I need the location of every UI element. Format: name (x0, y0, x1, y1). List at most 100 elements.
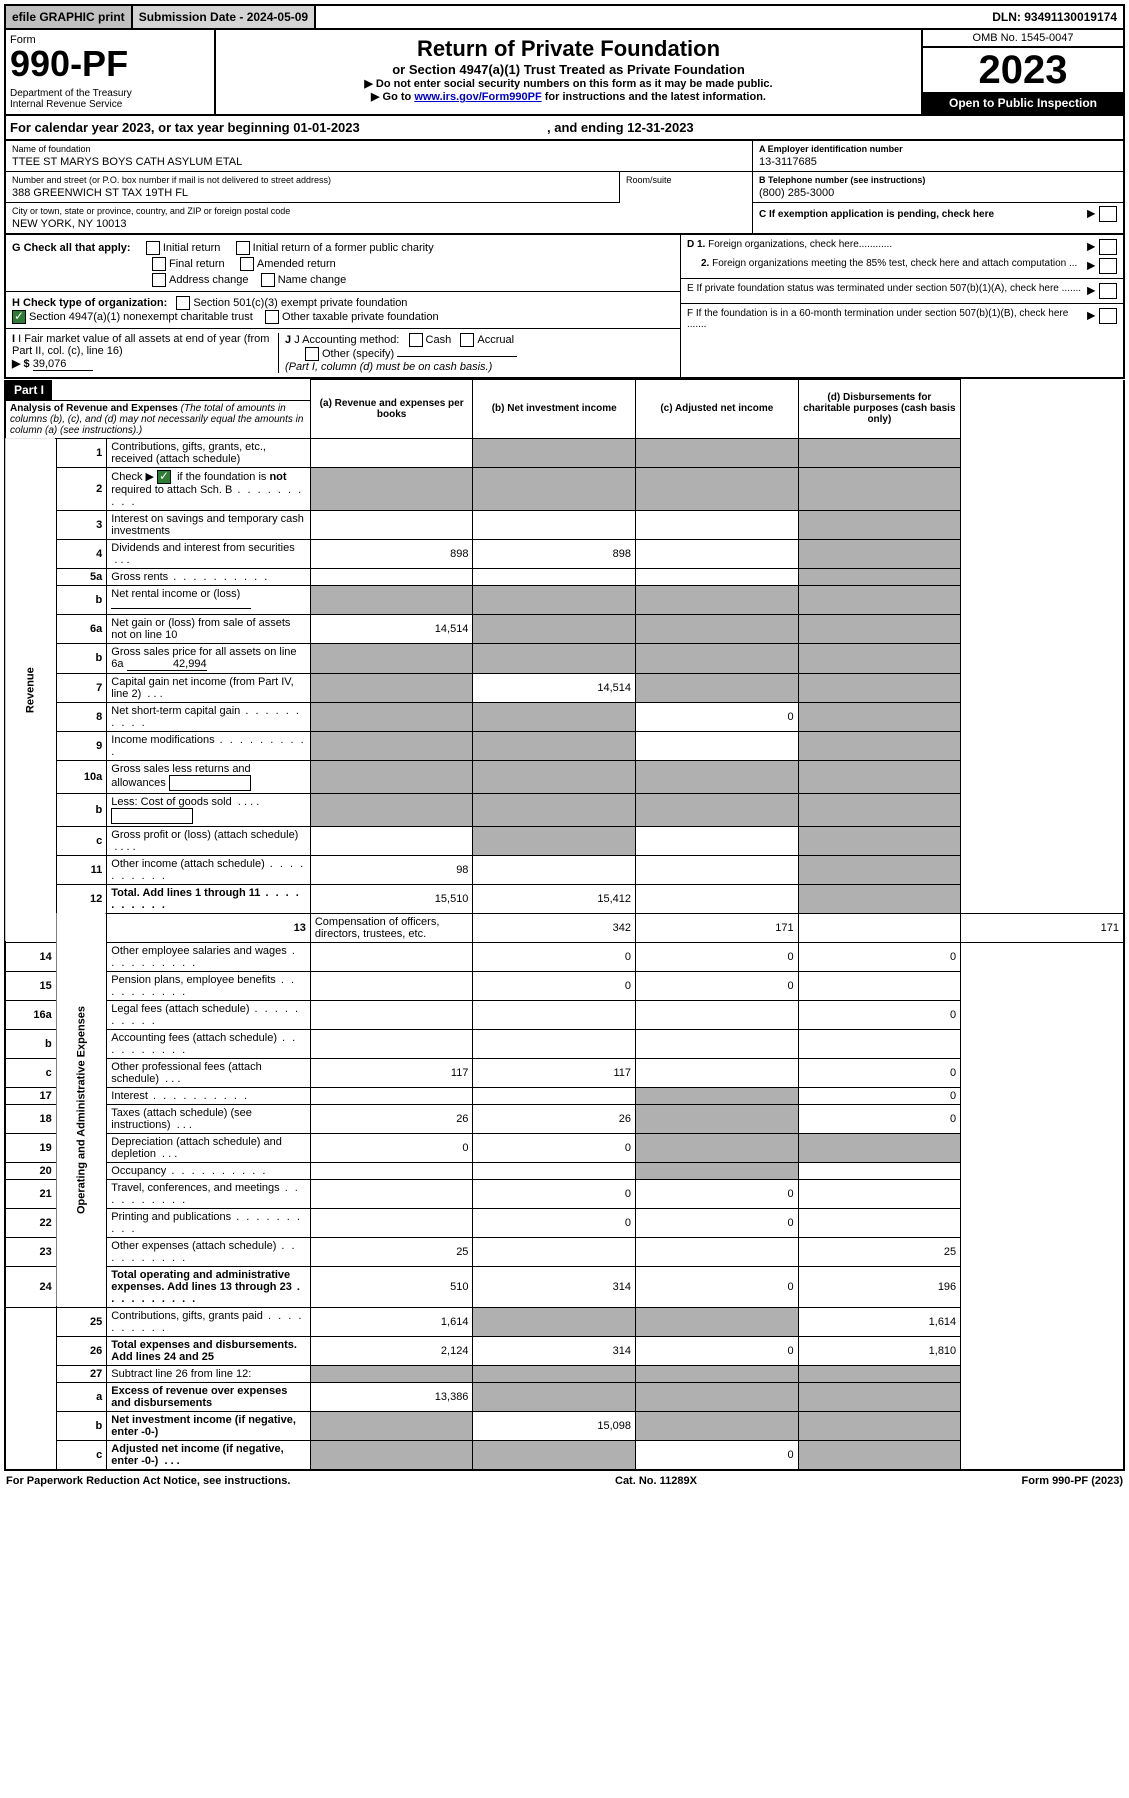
v4b: 898 (473, 539, 636, 568)
line-16b: Accounting fees (attach schedule) (107, 1029, 311, 1058)
cb-accrual[interactable] (460, 333, 474, 347)
ein-cell: A Employer identification number 13-3117… (753, 141, 1123, 172)
g-o2: Initial return of a former public charit… (253, 242, 434, 254)
form-header: Form 990-PF Department of the TreasuryIn… (4, 30, 1125, 116)
cb-f[interactable] (1099, 308, 1117, 324)
v7b: 14,514 (473, 673, 636, 702)
v27b: 15,098 (473, 1411, 636, 1440)
g-row: G Check all that apply: Initial return I… (12, 241, 674, 255)
part1-label: Part I (6, 380, 52, 400)
footer: For Paperwork Reduction Act Notice, see … (4, 1471, 1125, 1491)
line-27: Subtract line 26 from line 12: (107, 1365, 311, 1382)
v18d: 0 (798, 1104, 961, 1133)
irs-link[interactable]: www.irs.gov/Form990PF (414, 91, 541, 103)
j-label: J Accounting method: (294, 334, 399, 346)
revenue-side: Revenue (5, 438, 56, 942)
cb-amended[interactable] (240, 257, 254, 271)
line-19: Depreciation (attach schedule) and deple… (107, 1133, 311, 1162)
v16ad: 0 (798, 1000, 961, 1029)
v16cb: 117 (473, 1058, 636, 1087)
phone-label: B Telephone number (see instructions) (759, 175, 1117, 185)
v13a: 342 (473, 913, 636, 942)
cb-other-tax[interactable] (265, 310, 279, 324)
spacer (316, 6, 986, 28)
v13b: 171 (636, 913, 799, 942)
note-ssn: ▶ Do not enter social security numbers o… (222, 77, 915, 90)
j-o2: Accrual (477, 334, 514, 346)
v13d: 171 (961, 913, 1124, 942)
name-label: Name of foundation (12, 144, 746, 154)
cb-initial[interactable] (146, 241, 160, 255)
cb-501c3[interactable] (176, 296, 190, 310)
v27a: 13,386 (310, 1382, 473, 1411)
e-label: E If private foundation status was termi… (687, 283, 1087, 294)
v4a: 898 (310, 539, 473, 568)
cb-other-method[interactable] (305, 347, 319, 361)
g-o3: Final return (169, 258, 225, 270)
part1-title: Analysis of Revenue and Expenses (10, 403, 178, 414)
pending-checkbox[interactable] (1099, 206, 1117, 222)
line-4: Dividends and interest from securities .… (107, 539, 311, 568)
v14c: 0 (636, 942, 799, 971)
line-6b: Gross sales price for all assets on line… (107, 643, 311, 673)
cb-4947[interactable] (12, 310, 26, 324)
address: 388 GREENWICH ST TAX 19TH FL (12, 187, 613, 199)
v18a: 26 (310, 1104, 473, 1133)
room-cell: Room/suite (620, 172, 752, 203)
line-16a: Legal fees (attach schedule) (107, 1000, 311, 1029)
v22b: 0 (473, 1208, 636, 1237)
note2-post: for instructions and the latest informat… (542, 91, 766, 103)
omb-number: OMB No. 1545-0047 (923, 30, 1123, 48)
footer-right: Form 990-PF (2023) (1022, 1475, 1124, 1487)
pending-cell: C If exemption application is pending, c… (753, 203, 1123, 225)
city-cell: City or town, state or province, country… (6, 203, 752, 233)
line-13: Compensation of officers, directors, tru… (310, 913, 473, 942)
line-14: Other employee salaries and wages (107, 942, 311, 971)
v14d: 0 (798, 942, 961, 971)
v23d: 25 (798, 1237, 961, 1266)
info-block: Name of foundation TTEE ST MARYS BOYS CA… (4, 141, 1125, 235)
cb-d2[interactable] (1099, 258, 1117, 274)
line-10b: Less: Cost of goods sold . . . . (107, 793, 311, 826)
v15c: 0 (636, 971, 799, 1000)
cal-end: 12-31-2023 (627, 120, 694, 135)
line-15: Pension plans, employee benefits (107, 971, 311, 1000)
form-number: 990-PF (10, 46, 210, 82)
line-26: Total expenses and disbursements. Add li… (107, 1336, 311, 1365)
line-11: Other income (attach schedule) (107, 855, 311, 884)
dln-label: DLN: 93491130019174 (986, 6, 1123, 28)
v25d: 1,614 (798, 1307, 961, 1336)
cal-pre: For calendar year 2023, or tax year begi… (10, 120, 293, 135)
v26a: 2,124 (310, 1336, 473, 1365)
cb-address[interactable] (152, 273, 166, 287)
line-1: Contributions, gifts, grants, etc., rece… (107, 438, 311, 467)
ein-value: 13-3117685 (759, 156, 1117, 168)
foundation-name-cell: Name of foundation TTEE ST MARYS BOYS CA… (6, 141, 752, 172)
cb-e[interactable] (1099, 283, 1117, 299)
pending-label: C If exemption application is pending, c… (759, 209, 994, 220)
line-2: Check ▶ if the foundation is not require… (107, 467, 311, 510)
line-9: Income modifications (107, 731, 311, 760)
cb-initial-former[interactable] (236, 241, 250, 255)
cb-d1[interactable] (1099, 239, 1117, 255)
v12a: 15,510 (310, 884, 473, 913)
efile-print-button[interactable]: efile GRAPHIC print (6, 6, 133, 28)
v21c: 0 (636, 1179, 799, 1208)
cal-mid: , and ending (547, 120, 627, 135)
line-10a: Gross sales less returns and allowances (107, 760, 311, 793)
footer-mid: Cat. No. 11289X (615, 1475, 697, 1487)
j-o3: Other (specify) (322, 348, 394, 360)
cb-final[interactable] (152, 257, 166, 271)
address-cell: Number and street (or P.O. box number if… (6, 172, 620, 203)
cb-name[interactable] (261, 273, 275, 287)
cb-cash[interactable] (409, 333, 423, 347)
line-27c: Adjusted net income (if negative, enter … (107, 1440, 311, 1470)
line-7: Capital gain net income (from Part IV, l… (107, 673, 311, 702)
g-o5: Address change (169, 274, 249, 286)
phone-cell: B Telephone number (see instructions) (8… (753, 172, 1123, 203)
line-3: Interest on savings and temporary cash i… (107, 510, 311, 539)
v26c: 0 (636, 1336, 799, 1365)
v25a: 1,614 (310, 1307, 473, 1336)
cb-schb[interactable] (157, 470, 171, 484)
g-o1: Initial return (163, 242, 220, 254)
